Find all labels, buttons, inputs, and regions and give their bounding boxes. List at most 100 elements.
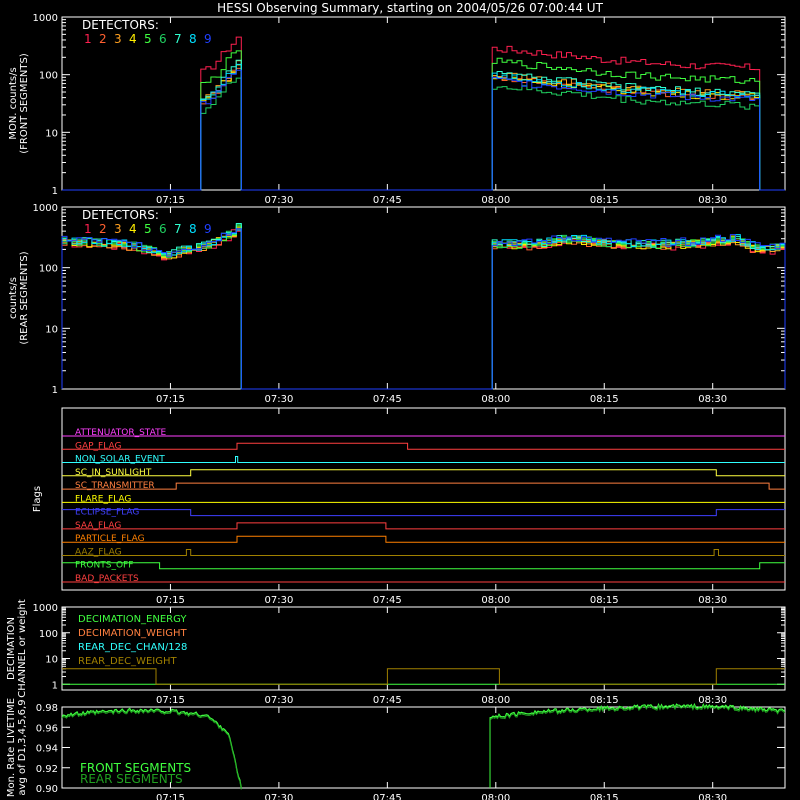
front-panel-ylabel-line: (FRONT SEGMENTS) (19, 53, 30, 154)
flags-panel-label-sc_transmitter: SC_TRANSMITTER (75, 481, 155, 491)
decimation-panel-xtick-label: 08:30 (698, 695, 727, 706)
decimation-panel-xtick-label: 07:45 (373, 695, 402, 706)
front-panel-series-det8 (62, 63, 785, 191)
front-panel-xtick-label: 07:15 (156, 195, 185, 206)
decimation-panel-xtick-label: 08:15 (590, 695, 619, 706)
rear-panel-ylabel: counts/s(REAR SEGMENTS) (8, 251, 30, 344)
rear-panel-ytick-label: 100 (39, 264, 58, 275)
plot-layer: 07:15 07:30 07:45 08:00 08:15 08:301101001000… (6, 13, 786, 800)
decimation-panel-legend-decimation-weight: DECIMATION_WEIGHT (78, 628, 187, 639)
rear-panel-series-det9 (61, 228, 786, 390)
rear-panel-legend-item-7: 7 (174, 222, 182, 236)
front-panel-ytick-label: 10 (45, 128, 58, 139)
rear-panel-legend-item-5: 5 (144, 222, 152, 236)
flags-panel-label-sc_in_sunlight: SC_IN_SUNLIGHT (75, 468, 152, 478)
front-panel-legend-item-5: 5 (144, 32, 152, 46)
rear-panel-xtick-label: 07:45 (373, 394, 402, 405)
rear-panel-xtick-label: 07:30 (264, 394, 293, 405)
flags-panel-label-non_solar_event: NON_SOLAR_EVENT (75, 455, 165, 465)
front-panel-legend-item-7: 7 (174, 32, 182, 46)
front-panel-series-det5 (62, 50, 785, 191)
flags-panel-trace-non_solar_event (62, 456, 785, 463)
rear-panel-series-det6 (61, 224, 786, 390)
flags-panel-ylabel: Flags (32, 486, 43, 512)
rear-panel-ytick-label: 10 (45, 324, 58, 335)
decimation-panel-ytick-label: 1000 (33, 603, 58, 614)
front-panel-ytick-label: 1 (52, 186, 58, 197)
flags-panel-trace-sc_transmitter (62, 482, 785, 490)
rear-panel-xtick-label: 08:00 (481, 394, 510, 405)
rear-panel-ytick-label: 1 (52, 385, 58, 396)
front-panel-legend-item-3: 3 (114, 32, 122, 46)
flags-panel-xtick-label: 07:15 (156, 595, 185, 606)
livetime-panel-legend-front-segments: FRONT SEGMENTS (80, 761, 191, 775)
rear-panel-legend-item-4: 4 (129, 222, 137, 236)
rear-panel-xtick-label: 07:15 (156, 394, 185, 405)
decimation-panel-legend-decimation-energy: DECIMATION_ENERGY (78, 614, 187, 625)
livetime-panel-xtick-label: 08:30 (698, 793, 727, 800)
front-panel-legend-item-4: 4 (129, 32, 137, 46)
decimation-panel-xtick-label: 08:00 (481, 695, 510, 706)
decimation-panel-ytick-label: 1 (52, 680, 58, 691)
front-panel-xtick-label: 08:30 (698, 195, 727, 206)
livetime-panel-ytick-label: 0.90 (36, 784, 58, 795)
flags-panel-xtick-label: 07:30 (264, 595, 293, 606)
flags-panel-label-gap_flag: GAP_FLAG (75, 441, 121, 451)
decimation-panel-ytick-label: 100 (39, 629, 58, 640)
front-panel-legend-item-6: 6 (159, 32, 167, 46)
front-panel-series-det7 (62, 59, 785, 191)
rear-panel-ylabel-line: (REAR SEGMENTS) (19, 251, 30, 344)
front-panel-legend-title: DETECTORS: (82, 18, 159, 32)
flags-panel-ylabel-line: Flags (32, 486, 43, 512)
rear-panel-legend-item-3: 3 (114, 222, 122, 236)
livetime-panel-ytick-label: 0.98 (36, 703, 58, 714)
rear-panel-series-det5 (61, 225, 786, 390)
flags-panel-label-saa_flag: SAA_FLAG (75, 521, 121, 531)
flags-panel-xtick-label: 08:30 (698, 595, 727, 606)
rear-panel-series-det8 (61, 229, 786, 390)
rear-panel-legend-item-6: 6 (159, 222, 167, 236)
decimation-panel-ytick-label: 10 (45, 655, 58, 666)
livetime-panel-series-rear (61, 709, 242, 790)
front-panel-legend-item-8: 8 (189, 32, 197, 46)
rear-panel-legend-item-1: 1 (84, 222, 92, 236)
livetime-panel-ylabel: Mon. Rate LIVETIMEavg of D1,3,4,5,6,9 (6, 698, 28, 797)
front-panel-ytick-label: 1000 (33, 13, 58, 24)
decimation-panel-ylabel-line: CHANNEL or weight (17, 599, 28, 698)
flags-panel-trace-particle_flag (62, 535, 785, 543)
livetime-panel-ytick-label: 0.94 (36, 744, 58, 755)
livetime-panel-ylabel-line: avg of D1,3,4,5,6,9 (17, 699, 28, 795)
decimation-panel-legend-rear-dec-weight: REAR_DEC_WEIGHT (78, 656, 177, 667)
rear-panel-legend-item-8: 8 (189, 222, 197, 236)
livetime-panel-series-rear (489, 704, 786, 720)
flags-panel-frame (61, 407, 786, 591)
flags-panel-label-particle_flag: PARTICLE_FLAG (75, 534, 145, 544)
front-panel-legend-item-1: 1 (84, 32, 92, 46)
front-panel-xtick-label: 08:15 (590, 195, 619, 206)
livetime-panel-ytick-label: 0.92 (36, 764, 58, 775)
front-panel-xtick-label: 07:30 (264, 195, 293, 206)
front-panel-series-det9 (62, 69, 785, 191)
decimation-panel-xtick-label: 07:30 (264, 695, 293, 706)
flags-panel-xtick-label: 08:15 (590, 595, 619, 606)
livetime-panel-legend-rear-segments: REAR SEGMENTS (80, 772, 183, 786)
rear-panel-legend-title: DETECTORS: (82, 208, 159, 222)
decimation-panel-frame (61, 606, 786, 691)
front-panel-ytick-label: 100 (39, 71, 58, 82)
rear-panel-ytick-label: 1000 (33, 203, 58, 214)
front-panel-ylabel-line: MON. counts/s (8, 67, 19, 139)
front-panel-xtick-label: 07:45 (373, 195, 402, 206)
decimation-panel-ylabel-line: DECIMATION (6, 617, 17, 680)
flags-panel-label-flare_flag: FLARE_FLAG (75, 494, 131, 504)
front-panel-series-det6 (62, 77, 785, 191)
front-panel-legend-item-2: 2 (99, 32, 107, 46)
flags-panel-xtick-label: 08:00 (481, 595, 510, 606)
decimation-panel-xtick-label: 07:15 (156, 695, 185, 706)
livetime-panel-series-front (489, 702, 786, 719)
flags-panel-trace-eclipse_flag (62, 509, 785, 517)
front-panel-series-det4 (62, 64, 785, 191)
flags-panel-label-bad_packets: BAD_PACKETS (75, 574, 139, 584)
rear-panel-xtick-label: 08:30 (698, 394, 727, 405)
front-panel-ylabel: MON. counts/s(FRONT SEGMENTS) (8, 53, 30, 154)
rear-panel-frame (61, 206, 786, 390)
